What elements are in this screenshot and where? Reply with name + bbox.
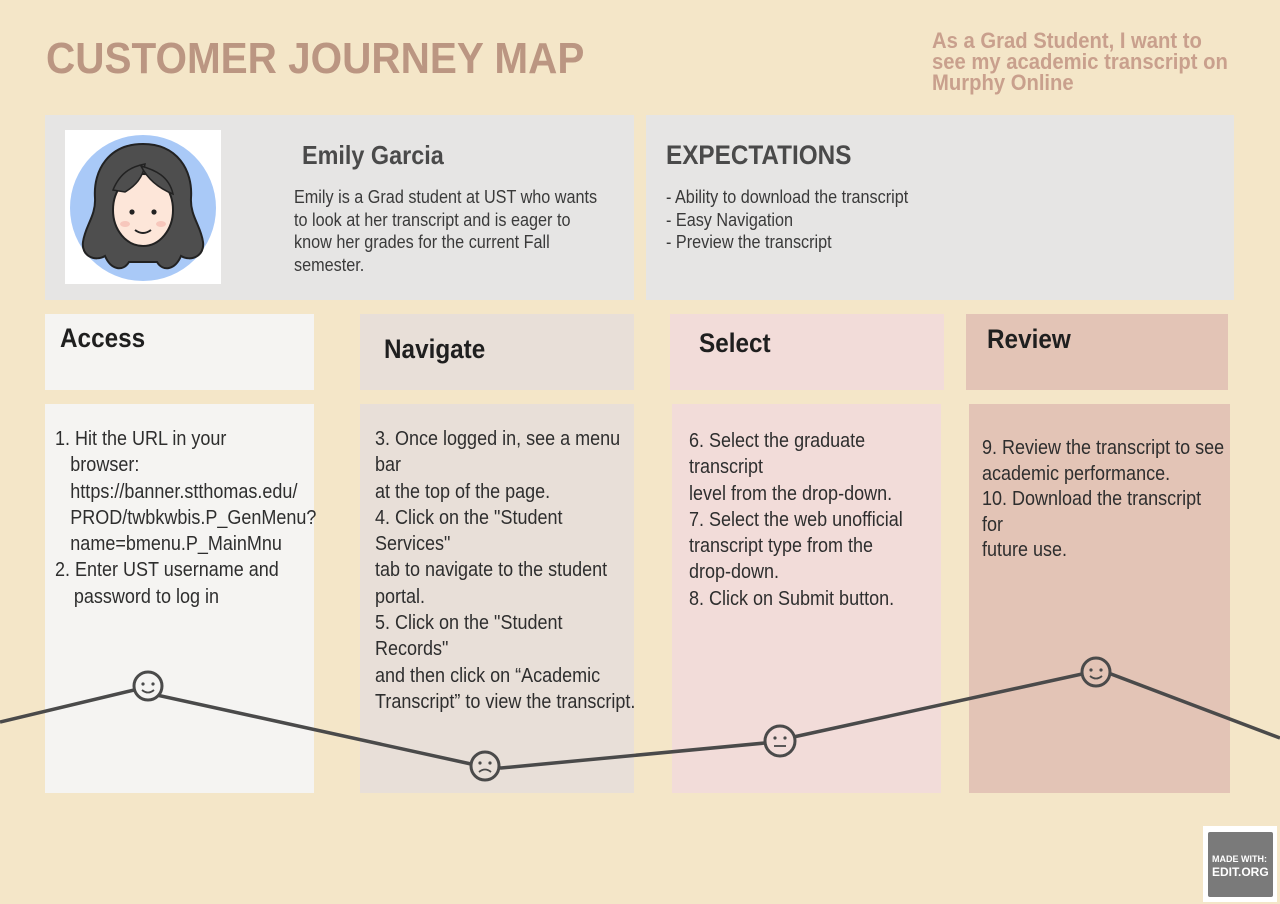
stage-title: Review [987, 324, 1071, 354]
woman-avatar-icon [70, 135, 216, 281]
step-line: password to log in [73, 585, 219, 608]
stage-steps: 3. Once logged in, see a menu bar at the… [375, 426, 636, 715]
step-line: PROD/twbkwbis.P_GenMenu? [70, 506, 317, 529]
stage-title: Access [60, 323, 146, 353]
step-line: 6. Select the graduate transcript [689, 430, 866, 479]
stage-header-review: Review [966, 314, 1228, 390]
stage-title: Select [699, 328, 771, 358]
stage-steps: 9. Review the transcript to see academic… [982, 436, 1225, 564]
step-line: at the top of the page. [375, 480, 551, 503]
step-line: 10. Download the transcript for [982, 488, 1202, 536]
stage-column-access: 1. Hit the URL in your browser: https://… [45, 404, 316, 793]
user-story: As a Grad Student, I want to see my acad… [932, 28, 1228, 95]
step-line: academic performance. [982, 462, 1171, 485]
step-line: browser: [70, 454, 140, 477]
sad-face-icon [469, 750, 501, 782]
page-title: CUSTOMER JOURNEY MAP [46, 34, 585, 83]
persona-name: Emily Garcia [302, 140, 444, 170]
badge-line2: EDIT.ORG [1212, 865, 1269, 879]
smiling-face-icon [1080, 656, 1112, 688]
step-line: 4. Click on the "Student Services" [375, 506, 563, 556]
step-line: Transcript” to view the transcript. [375, 690, 636, 713]
stage-column-review: 9. Review the transcript to see academic… [969, 404, 1230, 793]
expectations-panel [646, 115, 1234, 300]
step-line: 5. Click on the "Student Records" [375, 612, 563, 661]
step-line: drop-down. [689, 561, 780, 584]
stage-steps: 6. Select the graduate transcript level … [689, 428, 941, 612]
stage-column-navigate: 3. Once logged in, see a menu bar at the… [360, 404, 636, 793]
step-line: 7. Select the web unofficial [689, 508, 903, 531]
step-line: name=bmenu.P_MainMnu [70, 533, 282, 556]
step-line: https://banner.stthomas.edu/ [70, 480, 298, 503]
stage-title: Navigate [384, 334, 486, 364]
avatar [65, 130, 221, 284]
step-line: portal. [375, 585, 426, 608]
neutral-face-icon [763, 724, 797, 758]
step-line: tab to navigate to the student [375, 559, 608, 582]
step-line: 9. Review the transcript to see [982, 437, 1225, 459]
step-line: 1. Hit the URL in your [55, 428, 227, 450]
persona-description: Emily is a Grad student at UST who wants… [294, 187, 598, 275]
stage-column-select: 6. Select the graduate transcript level … [672, 404, 941, 793]
step-line: 2. Enter UST username and [55, 559, 279, 582]
made-with-badge-inner[interactable]: MADE WITH: EDIT.ORG [1208, 832, 1273, 897]
step-line: and then click on “Academic [375, 664, 601, 687]
step-line: 8. Click on Submit button. [689, 587, 895, 610]
stage-header-select: Select [670, 314, 944, 390]
step-line: transcript type from the [689, 535, 874, 558]
expectations-list: - Ability to download the transcript - E… [666, 186, 1044, 254]
stage-header-access: Access [45, 314, 314, 390]
expectation-item: - Easy Navigation [666, 209, 793, 230]
smiling-face-icon [132, 670, 164, 702]
step-line: level from the drop-down. [689, 482, 893, 505]
expectation-item: - Ability to download the transcript [666, 187, 909, 207]
stage-steps: 1. Hit the URL in your browser: https://… [55, 426, 316, 610]
expectations-title: EXPECTATIONS [666, 140, 852, 170]
step-line: 3. Once logged in, see a menu bar [375, 428, 621, 477]
step-line: future use. [982, 539, 1068, 561]
badge-line1: MADE WITH: [1212, 854, 1267, 864]
expectation-item: - Preview the transcript [666, 232, 832, 252]
stage-header-navigate: Navigate [360, 314, 634, 390]
emotion-line [0, 672, 1280, 770]
